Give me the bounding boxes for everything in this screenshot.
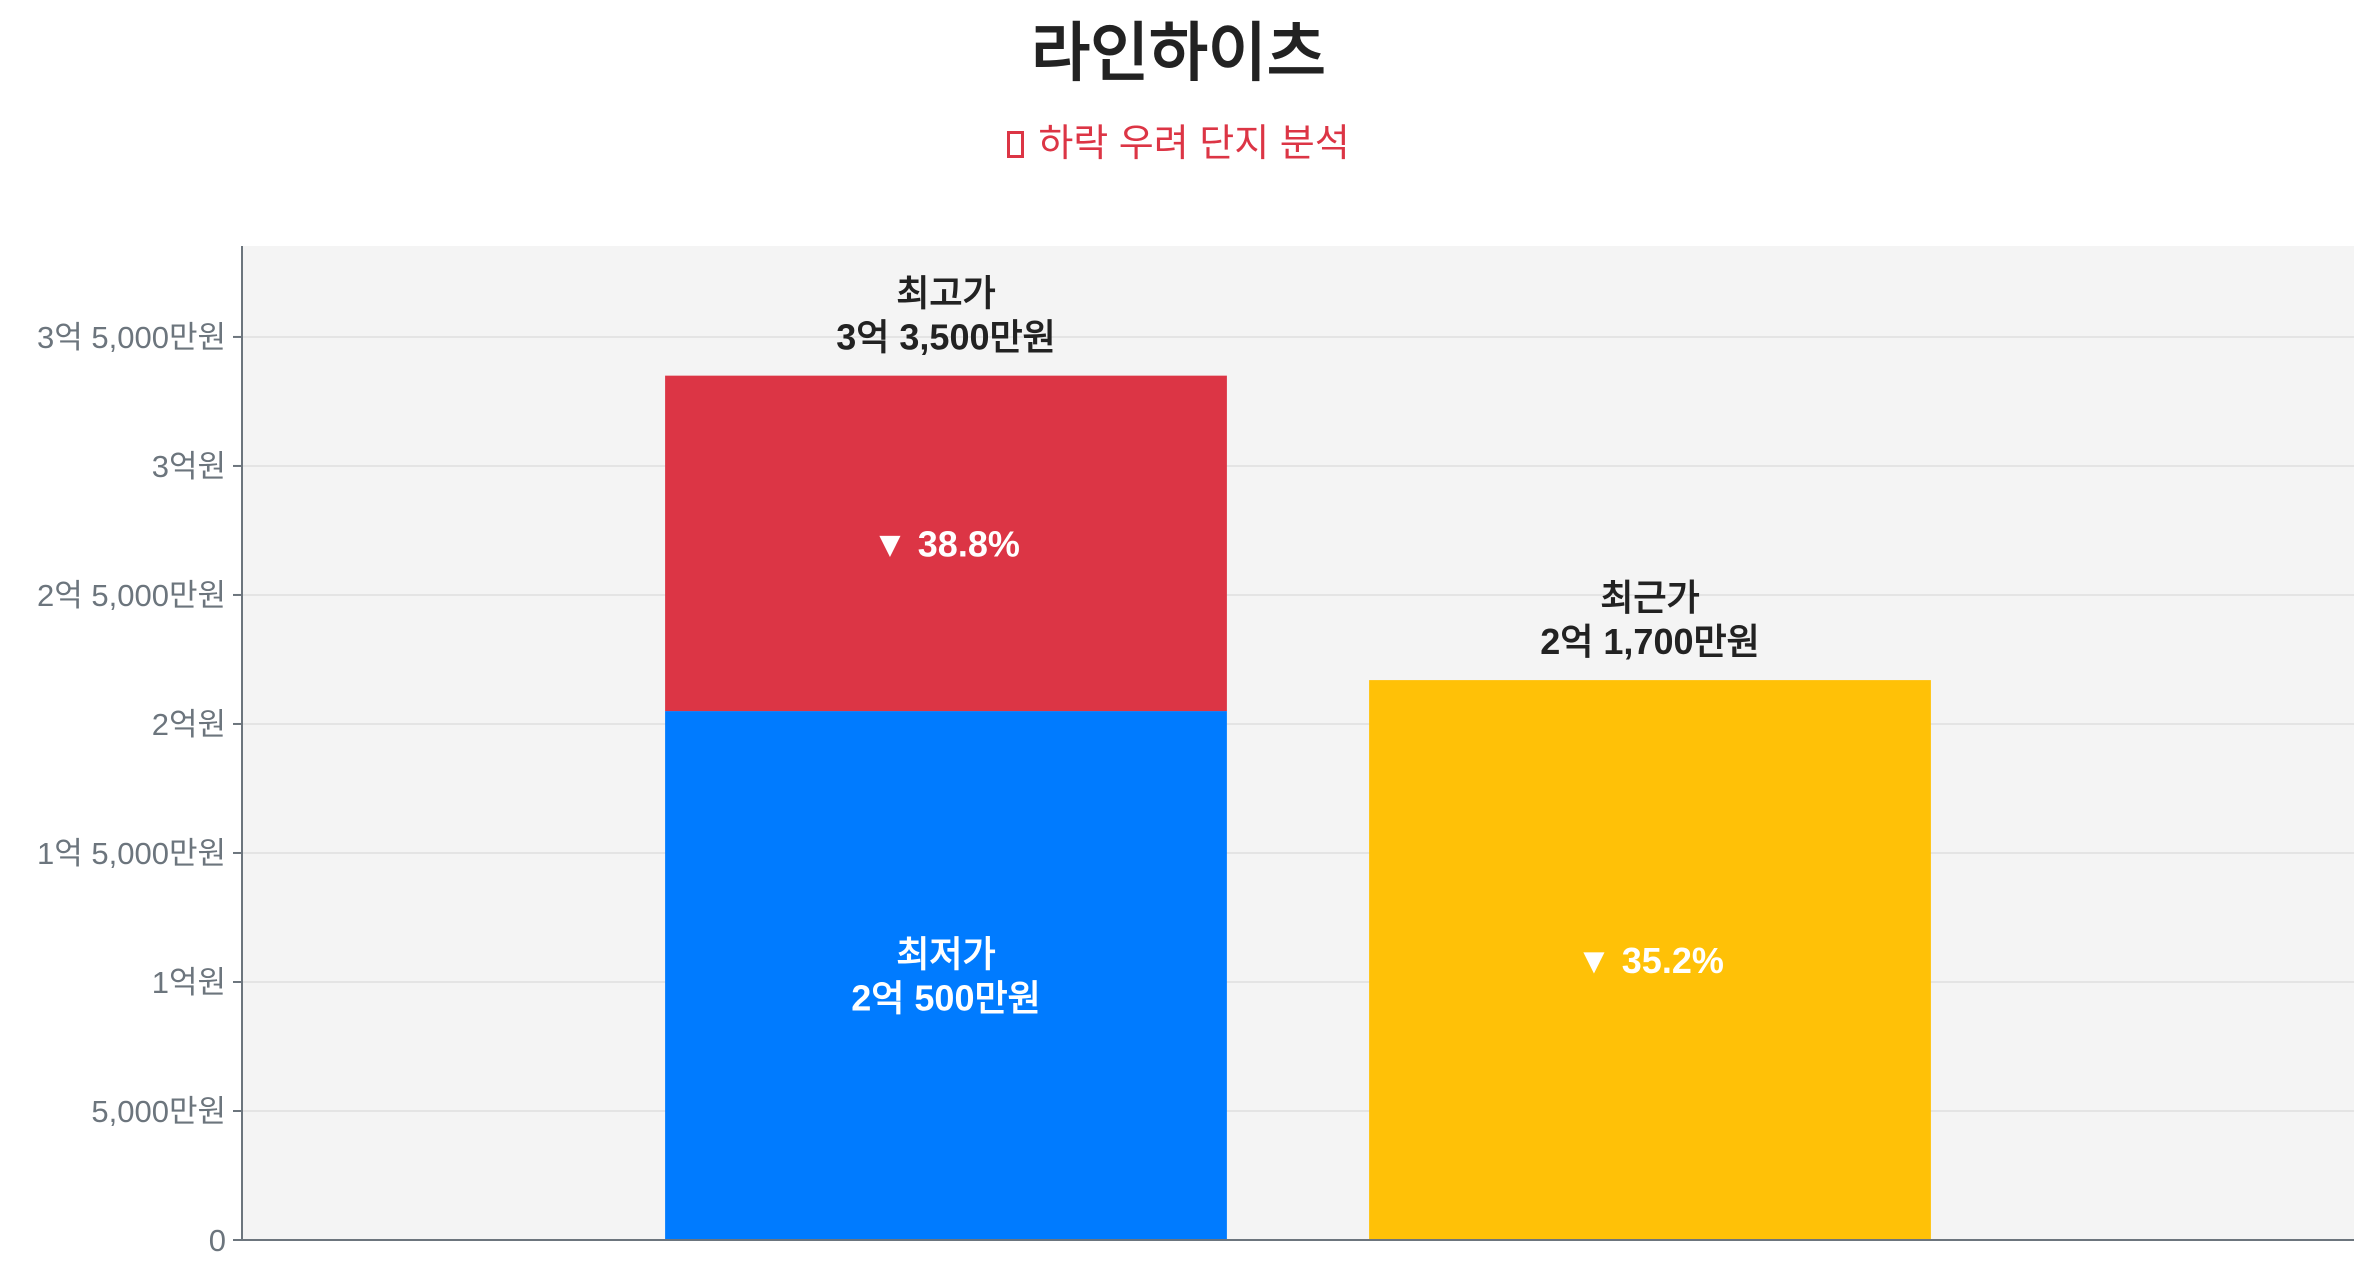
y-tick-label: 5,000만원 — [91, 1094, 226, 1129]
bar-segment-최근가 — [1369, 680, 1931, 1240]
bar-segment-label: 최저가 — [896, 934, 995, 975]
y-tick-label: 2억 5,000만원 — [37, 578, 226, 613]
bar-segment-label: ▼ 38.8% — [872, 523, 1020, 564]
y-tick-label: 1억원 — [152, 965, 226, 1000]
bar-segment-label: ▼ 35.2% — [1576, 940, 1724, 981]
y-tick-label: 3억 5,000만원 — [37, 320, 226, 355]
bar-top-label: 최고가 — [896, 273, 995, 314]
bar-top-label: 3억 3,500만원 — [836, 317, 1055, 358]
plot-background — [242, 246, 2354, 1240]
chart-subtitle: 하락 우려 단지 분석 — [0, 112, 2357, 167]
y-tick-label: 3억원 — [152, 449, 226, 484]
chart-decreasing-icon — [1007, 131, 1025, 158]
bar-segment-최고가 — [665, 375, 1227, 712]
bar-segment-label: 2억 500만원 — [851, 978, 1040, 1019]
chart-title: 라인하이츠 — [1031, 17, 1326, 89]
y-tick-label: 0 — [209, 1223, 226, 1258]
subtitle-text: 하락 우려 단지 분석 — [1038, 123, 1350, 165]
y-tick-label: 2억원 — [152, 707, 226, 742]
bar-top-label: 2억 1,700만원 — [1540, 621, 1759, 662]
y-tick-label: 1억 5,000만원 — [37, 836, 226, 871]
bar-top-label: 최근가 — [1600, 577, 1699, 618]
bar-segment-최저가 — [665, 711, 1227, 1240]
